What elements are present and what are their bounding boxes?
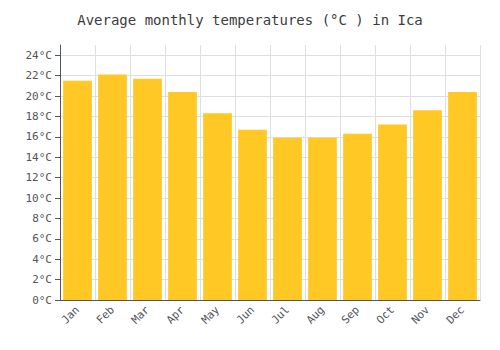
svg-text:May: May bbox=[199, 303, 222, 326]
svg-text:12°C: 12°C bbox=[26, 171, 53, 184]
svg-text:Jan: Jan bbox=[59, 303, 82, 326]
svg-text:10°C: 10°C bbox=[26, 192, 53, 205]
svg-text:2°C: 2°C bbox=[32, 273, 52, 286]
svg-text:Jul: Jul bbox=[269, 303, 292, 326]
svg-text:Jun: Jun bbox=[234, 303, 257, 326]
svg-text:Oct: Oct bbox=[374, 303, 397, 326]
svg-text:8°C: 8°C bbox=[32, 212, 52, 225]
svg-text:20°C: 20°C bbox=[26, 90, 53, 103]
svg-text:24°C: 24°C bbox=[26, 49, 53, 62]
svg-text:22°C: 22°C bbox=[26, 69, 53, 82]
svg-text:Average monthly temperatures (: Average monthly temperatures (°C ) in Ic… bbox=[77, 12, 423, 28]
svg-text:Mar: Mar bbox=[129, 303, 152, 326]
svg-text:18°C: 18°C bbox=[26, 110, 53, 123]
svg-text:0°C: 0°C bbox=[32, 294, 52, 307]
svg-text:Aug: Aug bbox=[304, 303, 327, 326]
svg-text:Feb: Feb bbox=[94, 303, 117, 326]
svg-text:Apr: Apr bbox=[164, 303, 187, 326]
svg-text:Dec: Dec bbox=[444, 303, 467, 326]
svg-text:4°C: 4°C bbox=[32, 253, 52, 266]
svg-text:14°C: 14°C bbox=[26, 151, 53, 164]
svg-text:Nov: Nov bbox=[409, 303, 432, 326]
svg-text:Sep: Sep bbox=[339, 303, 362, 326]
svg-text:16°C: 16°C bbox=[26, 130, 53, 143]
svg-text:6°C: 6°C bbox=[32, 232, 52, 245]
